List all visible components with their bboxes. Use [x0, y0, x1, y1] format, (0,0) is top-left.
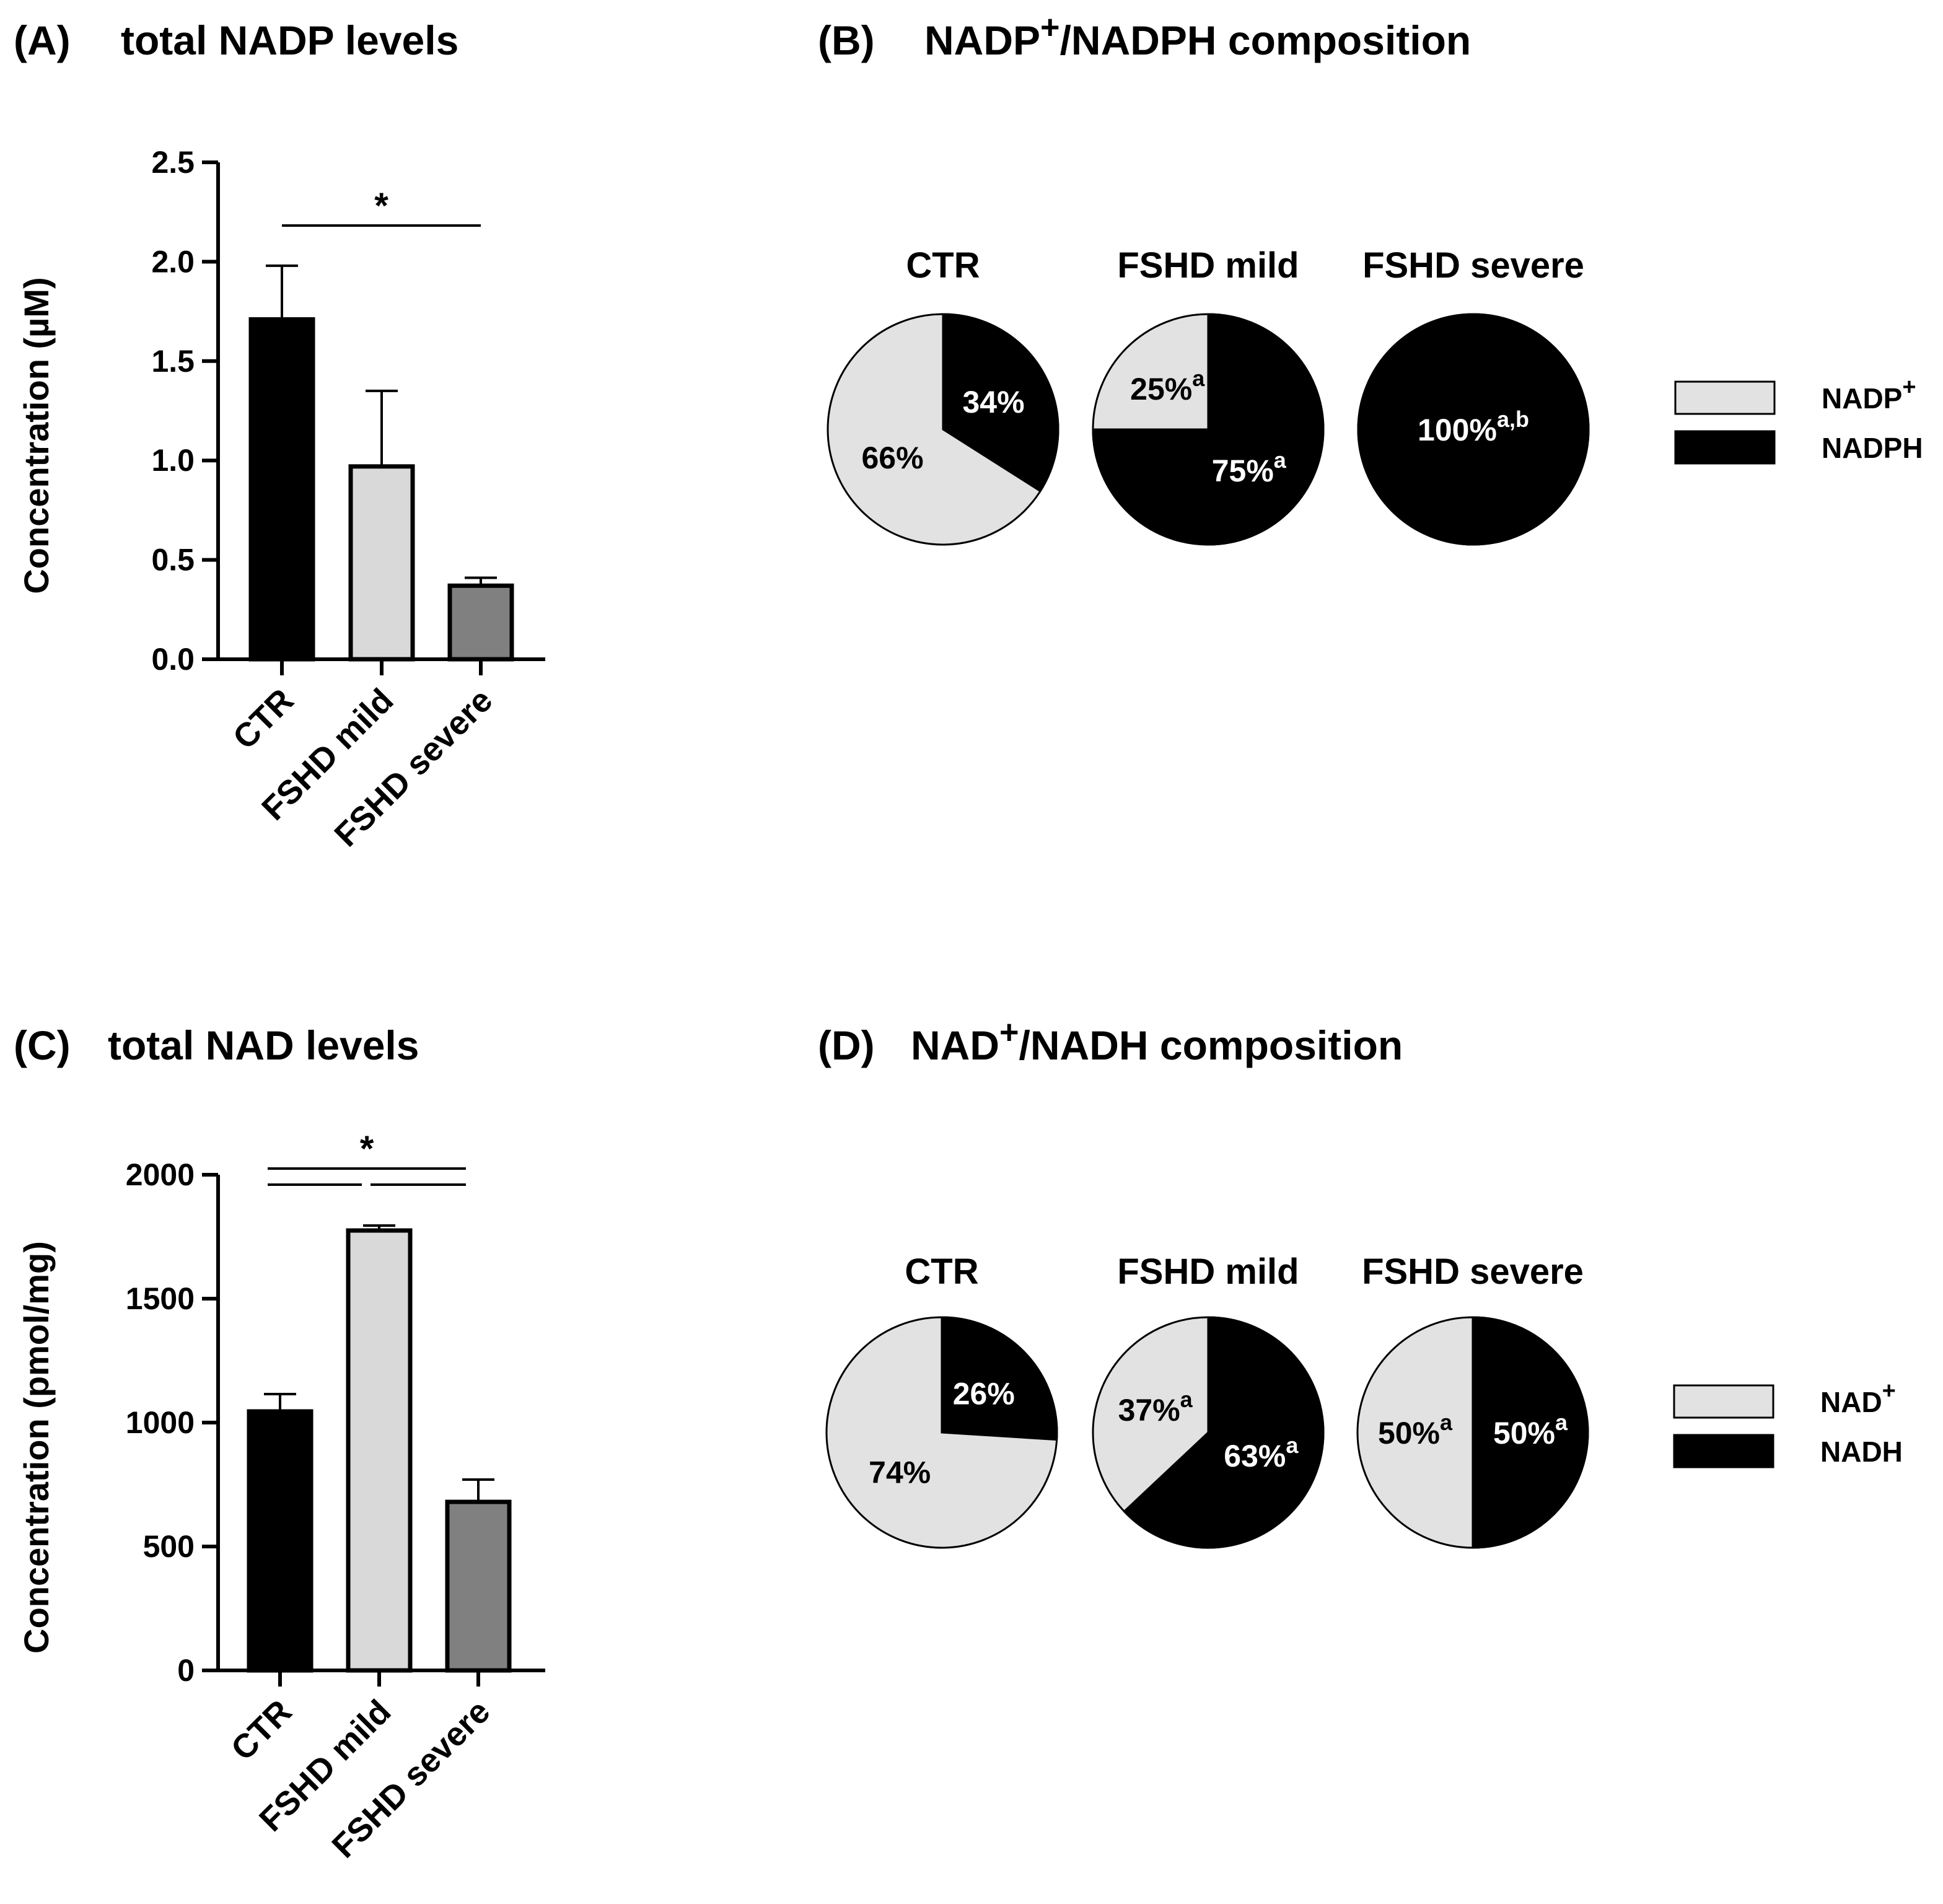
panel-d-title-sup: +: [999, 1014, 1019, 1051]
pie-label-value: 26%: [953, 1376, 1015, 1411]
panel-c-letter: (C): [14, 1022, 71, 1068]
panel-d-title-main: NAD: [911, 1022, 999, 1068]
pie-title-fshd-severe: FSHD severe: [1362, 1252, 1584, 1292]
pie-label-value: 25%: [1130, 372, 1192, 406]
pie-label-reduced-fshd-mild: 75%a: [1212, 447, 1287, 488]
legend-label-nadph: NADPH: [1822, 432, 1923, 464]
pie-label-value: 75%: [1212, 454, 1274, 488]
legend-label-sup: +: [1902, 374, 1916, 400]
x-tick-label-ctr: CTR: [226, 682, 301, 757]
pie-label-sup: a,b: [1497, 406, 1529, 432]
pie-title-fshd-mild: FSHD mild: [1117, 1252, 1299, 1292]
pie-slice-reduced-ctr: [942, 313, 1059, 493]
pie-title-ctr: CTR: [905, 1252, 978, 1292]
pie-label-sup: a: [1440, 1410, 1453, 1435]
panel-a-title: total NADP levels: [121, 17, 458, 63]
legend-label-main: NAD: [1820, 1386, 1882, 1418]
y-tick-label: 0.5: [151, 543, 195, 577]
pie-label-reduced-fshd-mild: 63%a: [1224, 1432, 1299, 1473]
bar-fshd-severe: [447, 583, 514, 662]
panel-b-title: NADP+/NADPH composition: [924, 9, 1471, 63]
panel-a-letter: (A): [14, 17, 71, 63]
pie-label-value: 100%: [1418, 413, 1497, 447]
y-tick-label: 2.0: [151, 244, 195, 279]
y-tick-label: 0.0: [151, 642, 195, 677]
legend-label-main: NADPH: [1822, 432, 1923, 464]
bar-fshd-mild: [346, 1228, 413, 1673]
pie-title-ctr: CTR: [906, 245, 980, 286]
y-axis-label: Concentration (pmol/mg): [17, 1241, 56, 1654]
panel-b-letter: (B): [818, 17, 875, 63]
significance-star: *: [374, 186, 388, 226]
legend-label-main: NADH: [1820, 1436, 1903, 1468]
legend-label-main: NADP: [1822, 382, 1902, 415]
legend-swatch-nadh: [1673, 1434, 1774, 1468]
pie-label-value: 74%: [869, 1455, 931, 1490]
pie-label-reduced-fshd-severe: 100%a,b: [1418, 406, 1529, 447]
panel-d-title-rest: /NADH composition: [1019, 1022, 1403, 1068]
y-tick-label: 2.5: [151, 145, 195, 180]
y-tick-label: 1500: [126, 1281, 195, 1316]
pie-label-value: 63%: [1224, 1439, 1286, 1473]
y-axis-label: Concentration (µM): [17, 277, 56, 594]
pie-label-value: 34%: [962, 385, 1024, 419]
panel-d-title: NAD+/NADH composition: [911, 1014, 1403, 1068]
y-tick-label: 500: [143, 1529, 195, 1564]
bar-chart-total-nad: 0 500 1000 1500 2000 Concentration (pmol/mg) C…: [17, 1129, 545, 1865]
pie-title-fshd-mild: FSHD mild: [1117, 245, 1299, 286]
pie-title-fshd-severe: FSHD severe: [1362, 245, 1584, 286]
pie-label-value: 50%: [1493, 1416, 1555, 1450]
pie-slice-reduced-ctr: [941, 1316, 1058, 1441]
pie-label-oxidized-fshd-mild: 25%a: [1130, 366, 1205, 406]
y-tick-label: 2000: [126, 1157, 195, 1192]
pie-slice-reduced-fshd-severe: [1472, 1316, 1589, 1549]
pie-label-oxidized-ctr: 74%: [869, 1455, 931, 1490]
legend-swatch-nadph: [1674, 430, 1776, 465]
y-tick-label: 0: [177, 1653, 195, 1688]
y-tick-label: 1000: [126, 1405, 195, 1440]
bar-fshd-severe: [445, 1499, 512, 1673]
legend-swatch-nad: [1673, 1384, 1774, 1419]
bar-fshd-mild: [348, 464, 415, 662]
legend-label-nad: NAD+: [1820, 1378, 1896, 1418]
legend-label-nadp: NADP+: [1822, 374, 1916, 415]
significance-star: *: [360, 1129, 374, 1169]
pie-label-sup: a: [1180, 1387, 1193, 1412]
pie-label-value: 37%: [1118, 1393, 1180, 1428]
y-tick-label: 1.0: [151, 443, 195, 478]
pie-label-reduced-fshd-severe: 50%a: [1493, 1410, 1568, 1450]
panel-b-title-sup: +: [1040, 9, 1060, 46]
pie-label-reduced-ctr: 26%: [953, 1376, 1015, 1411]
pie-label-sup: a: [1192, 366, 1205, 391]
pie-label-oxidized-fshd-mild: 37%a: [1118, 1387, 1193, 1428]
y-tick-label: 1.5: [151, 344, 195, 379]
pie-label-value: 66%: [861, 441, 923, 475]
pie-label-sup: a: [1286, 1432, 1299, 1458]
panel-c-title: total NAD levels: [108, 1022, 419, 1068]
pie-slice-reduced-fshd-mild: [1123, 1316, 1325, 1549]
legend-label-sup: +: [1882, 1378, 1896, 1404]
pie-label-reduced-ctr: 34%: [962, 385, 1024, 419]
panel-b-title-main: NADP: [924, 17, 1040, 63]
x-tick-label-ctr: CTR: [224, 1693, 299, 1768]
pie-slice-reduced-fshd-mild: [1092, 313, 1325, 546]
legend-label-nadh: NADH: [1820, 1436, 1903, 1468]
panel-d-letter: (D): [818, 1022, 875, 1068]
panel-b-title-rest: /NADPH composition: [1060, 17, 1472, 63]
bar-ctr: [247, 1409, 314, 1673]
legend-swatch-nadp: [1674, 380, 1776, 415]
bar-ctr: [248, 317, 315, 662]
pie-label-oxidized-ctr: 66%: [861, 441, 923, 475]
pie-label-oxidized-fshd-severe: 50%a: [1378, 1410, 1453, 1450]
pie-label-sup: a: [1274, 447, 1287, 473]
pie-label-value: 50%: [1378, 1416, 1440, 1450]
pie-slice-reduced-fshd-severe: [1357, 313, 1590, 546]
pie-label-sup: a: [1555, 1410, 1568, 1435]
